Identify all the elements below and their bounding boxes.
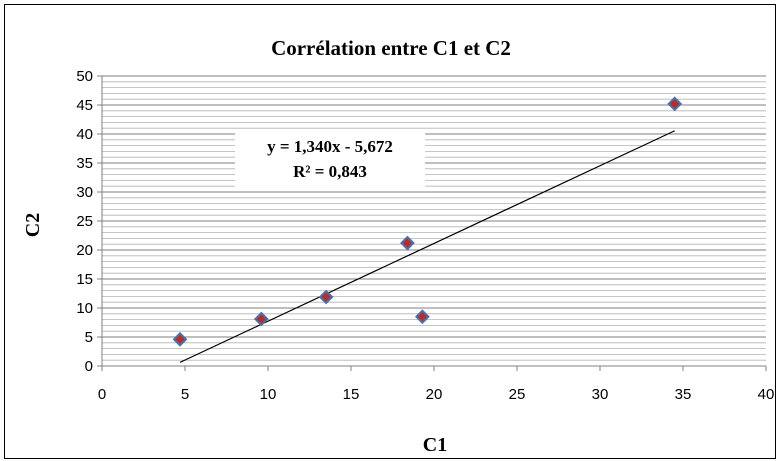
r-squared-label: R² = 0,843 — [293, 162, 367, 181]
axes — [97, 75, 767, 371]
data-points — [172, 96, 683, 347]
x-tick-label: 20 — [426, 386, 443, 403]
y-tick-labels: 0 5 10 15 20 25 30 35 40 45 50 — [76, 68, 93, 375]
trendline-equation-box: y = 1,340x - 5,672 R² = 0,843 — [235, 130, 425, 188]
trendline-equation: y = 1,340x - 5,672 — [267, 137, 393, 156]
y-tick-label: 0 — [85, 358, 93, 375]
x-tick-label: 0 — [98, 386, 106, 403]
x-tick-labels: 0 5 10 15 20 25 30 35 40 — [98, 386, 775, 403]
x-axis-title: C1 — [423, 434, 447, 456]
data-point — [172, 331, 188, 347]
gridlines — [102, 75, 766, 367]
y-tick-label: 50 — [76, 68, 93, 85]
data-point — [414, 309, 430, 325]
y-tick-label: 5 — [85, 329, 93, 346]
x-tick-label: 35 — [675, 386, 692, 403]
y-tick-label: 25 — [76, 213, 93, 230]
x-tick-label: 10 — [260, 386, 277, 403]
x-tick-label: 15 — [343, 386, 360, 403]
y-tick-label: 45 — [76, 97, 93, 114]
chart-frame: 0 5 10 15 20 25 30 35 40 45 50 0 5 10 15 20 25 30 35 40 y … — [4, 4, 776, 459]
chart-title: Corrélation entre C1 et C2 — [271, 36, 511, 60]
y-axis-title: C2 — [22, 213, 44, 237]
data-point — [318, 289, 334, 305]
y-tick-label: 15 — [76, 271, 93, 288]
data-point — [400, 235, 415, 251]
y-tick-label: 30 — [76, 184, 93, 201]
y-tick-label: 20 — [76, 242, 93, 259]
y-tick-label: 40 — [76, 126, 93, 143]
data-point — [667, 96, 683, 112]
x-tick-label: 30 — [592, 386, 609, 403]
scatter-chart: 0 5 10 15 20 25 30 35 40 45 50 0 5 10 15 20 25 30 35 40 y … — [22, 36, 775, 456]
x-tick-label: 25 — [509, 386, 526, 403]
y-tick-label: 10 — [76, 300, 93, 317]
y-tick-label: 35 — [76, 155, 93, 172]
data-point — [253, 311, 269, 327]
x-tick-label: 5 — [181, 386, 189, 403]
x-tick-label: 40 — [758, 386, 775, 403]
